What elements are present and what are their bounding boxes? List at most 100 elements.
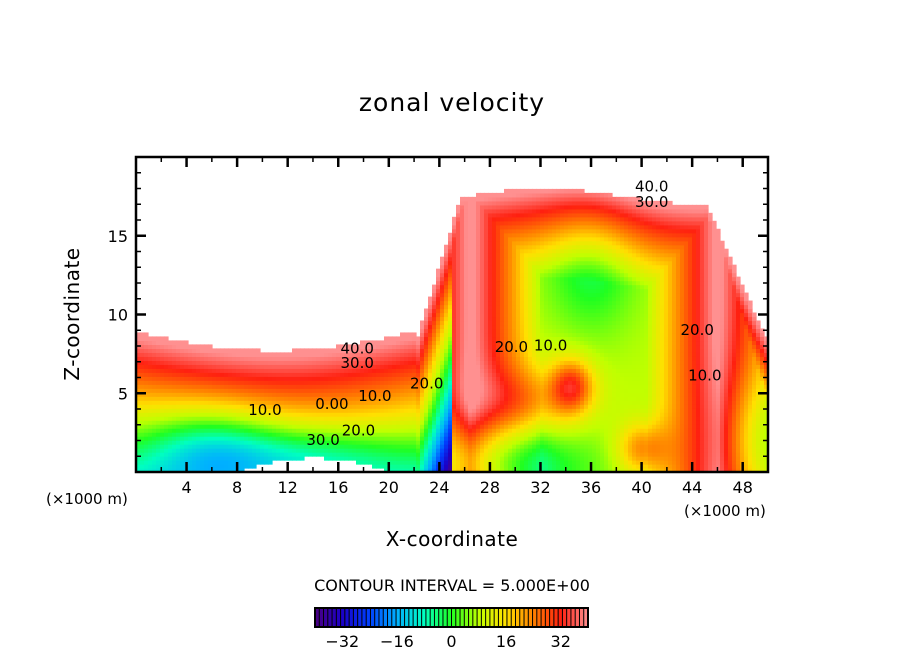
- field-cell: [516, 200, 521, 206]
- field-cell: [560, 384, 565, 389]
- field-cell: [152, 424, 157, 429]
- field-cell: [368, 392, 373, 397]
- field-cell: [292, 392, 297, 397]
- field-cell: [384, 432, 389, 437]
- field-cell: [520, 192, 525, 198]
- field-cell: [168, 384, 173, 389]
- field-cell: [228, 380, 233, 385]
- field-cell: [448, 248, 453, 254]
- field-cell: [388, 412, 393, 417]
- field-cell: [496, 400, 501, 405]
- field-cell: [440, 312, 445, 318]
- field-cell: [476, 436, 481, 441]
- field-cell: [332, 416, 337, 421]
- field-cell: [504, 324, 509, 330]
- field-cell: [428, 304, 433, 310]
- field-cell: [288, 456, 293, 461]
- field-cell: [468, 212, 473, 218]
- field-cell: [512, 464, 517, 469]
- field-cell: [524, 224, 529, 230]
- field-cell: [148, 464, 153, 469]
- field-cell: [328, 360, 333, 365]
- field-cell: [484, 396, 489, 401]
- field-cell: [300, 436, 305, 441]
- field-cell: [252, 376, 257, 381]
- field-cell: [464, 376, 469, 381]
- field-cell: [380, 348, 385, 353]
- field-cell: [520, 308, 525, 314]
- field-cell: [448, 436, 453, 441]
- field-cell: [444, 388, 449, 393]
- field-cell: [152, 448, 157, 453]
- field-cell: [508, 348, 513, 353]
- field-cell: [532, 392, 537, 397]
- field-cell: [544, 464, 549, 469]
- field-cell: [144, 468, 149, 472]
- field-cell: [548, 360, 553, 365]
- field-cell: [460, 388, 465, 393]
- field-cell: [472, 448, 477, 453]
- field-cell: [188, 392, 193, 397]
- field-cell: [148, 380, 153, 385]
- field-cell: [580, 220, 585, 226]
- field-cell: [468, 384, 473, 389]
- field-cell: [424, 384, 429, 389]
- field-cell: [572, 452, 577, 457]
- field-cell: [240, 408, 245, 413]
- field-cell: [496, 456, 501, 461]
- field-cell: [192, 412, 197, 417]
- field-cell: [356, 432, 361, 437]
- field-cell: [408, 348, 413, 353]
- field-cell: [232, 444, 237, 449]
- field-cell: [452, 284, 457, 290]
- field-cell: [480, 332, 485, 338]
- field-cell: [288, 448, 293, 453]
- field-cell: [456, 260, 461, 266]
- field-cell: [548, 328, 553, 334]
- field-cell: [480, 204, 485, 210]
- field-cell: [504, 288, 509, 294]
- field-cell: [144, 428, 149, 433]
- field-cell: [476, 360, 481, 365]
- field-cell: [448, 468, 453, 472]
- field-cell: [388, 360, 393, 365]
- field-cell: [140, 424, 145, 429]
- field-cell: [444, 376, 449, 381]
- field-cell: [488, 240, 493, 246]
- field-cell: [492, 324, 497, 330]
- field-cell: [176, 376, 181, 381]
- field-cell: [392, 344, 397, 349]
- field-cell: [560, 244, 565, 250]
- field-cell: [388, 336, 393, 342]
- field-cell: [428, 436, 433, 441]
- field-cell: [464, 336, 469, 342]
- field-cell: [260, 416, 265, 421]
- field-cell: [236, 436, 241, 441]
- field-cell: [476, 452, 481, 457]
- field-cell: [172, 460, 177, 465]
- field-cell: [400, 444, 405, 449]
- field-cell: [488, 224, 493, 230]
- field-cell: [212, 448, 217, 453]
- field-cell: [352, 396, 357, 401]
- field-cell: [376, 340, 381, 346]
- field-cell: [452, 276, 457, 282]
- field-cell: [344, 348, 349, 353]
- field-cell: [412, 392, 417, 397]
- field-cell: [432, 308, 437, 314]
- field-cell: [404, 368, 409, 373]
- field-cell: [472, 436, 477, 441]
- field-cell: [328, 412, 333, 417]
- field-cell: [436, 412, 441, 417]
- field-cell: [292, 388, 297, 393]
- field-cell: [480, 352, 485, 357]
- field-cell: [472, 312, 477, 318]
- field-cell: [556, 444, 561, 449]
- field-cell: [520, 376, 525, 381]
- field-cell: [364, 432, 369, 437]
- field-cell: [572, 212, 577, 218]
- field-cell: [560, 280, 565, 286]
- field-cell: [444, 420, 449, 425]
- field-cell: [248, 456, 253, 461]
- field-cell: [144, 340, 149, 346]
